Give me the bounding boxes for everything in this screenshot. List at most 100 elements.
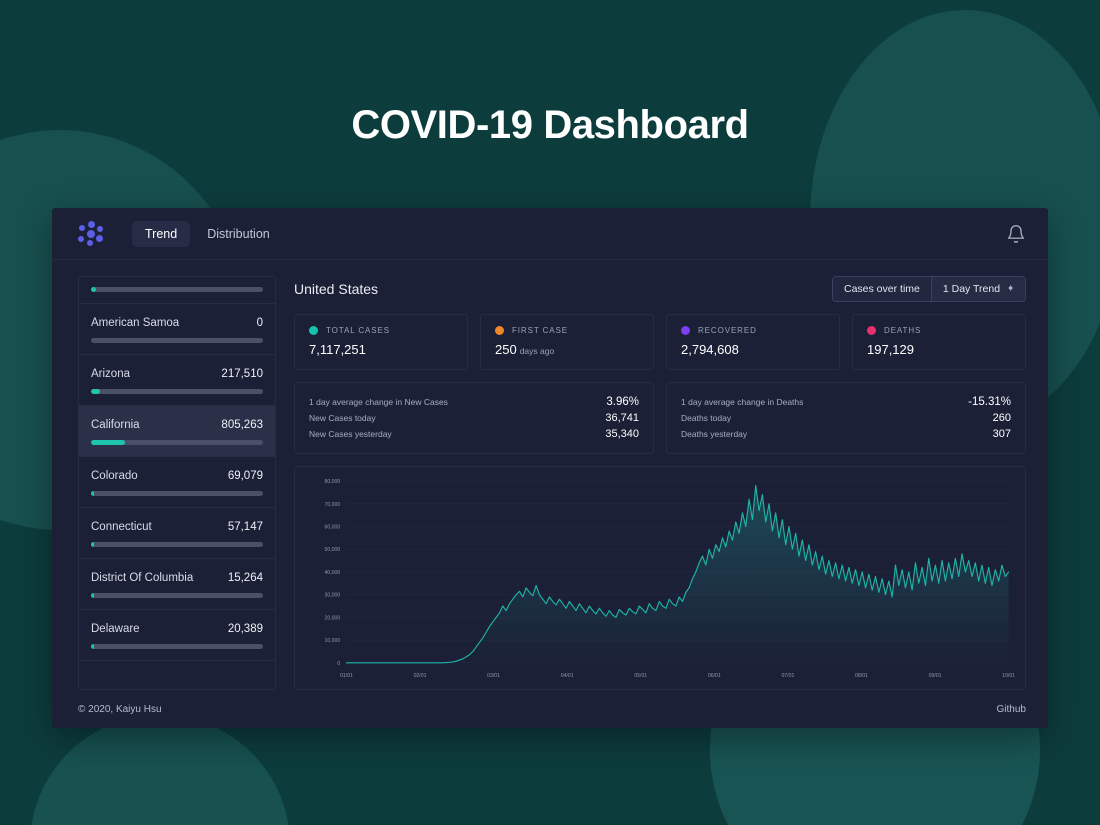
list-item[interactable]: Colorado 69,079 (79, 457, 275, 508)
github-link[interactable]: Github (996, 703, 1026, 715)
state-name: California (91, 419, 140, 431)
state-value: 217,510 (221, 368, 263, 380)
app-footer: © 2020, Kaiyu Hsu Github (52, 690, 1048, 728)
tab-bar: Trend Distribution (132, 220, 283, 247)
stat-value-suffix: days ago (519, 346, 555, 356)
state-bar-fill (91, 542, 95, 547)
list-item-selected[interactable]: California 805,263 (79, 406, 275, 457)
dashboard-window: Trend Distribution Arkansas 82,549 (52, 208, 1048, 728)
change-value: 260 (992, 412, 1011, 424)
state-list-scroll[interactable]: Arkansas 82,549 American Samoa 0 (79, 277, 275, 689)
svg-text:40,000: 40,000 (324, 570, 340, 576)
stat-card-first-case: FIRST CASE 250 days ago (480, 314, 654, 370)
main-header: United States Cases over time 1 Day Tren… (294, 276, 1026, 302)
chart-line (345, 485, 1010, 664)
cases-over-time-chart[interactable]: 0 10,000 20,000 30,000 40,000 50,000 60,000 70,… (294, 466, 1026, 690)
status-dot-first-case (495, 326, 504, 335)
svg-text:01/01: 01/01 (340, 673, 353, 679)
stat-label: FIRST CASE (512, 326, 568, 335)
stat-card-total-cases: TOTAL CASES 7,117,251 (294, 314, 468, 370)
svg-text:03/01: 03/01 (487, 673, 500, 679)
stat-value: 197,129 (867, 342, 914, 357)
list-item[interactable]: American Samoa 0 (79, 304, 275, 355)
change-row: Deaths yesterday 307 (681, 426, 1011, 442)
svg-text:08/01: 08/01 (855, 673, 868, 679)
change-key: New Cases yesterday (309, 429, 392, 439)
change-row: New Cases today 36,741 (309, 410, 639, 426)
svg-text:07/01: 07/01 (781, 673, 794, 679)
state-value: 805,263 (221, 419, 263, 431)
state-value: 20,389 (227, 623, 263, 635)
main-panel: United States Cases over time 1 Day Tren… (294, 276, 1026, 690)
stat-card-deaths: DEATHS 197,129 (852, 314, 1026, 370)
svg-text:60,000: 60,000 (324, 525, 340, 531)
change-key: 1 day average change in New Cases (309, 397, 448, 407)
state-bar-track (91, 287, 263, 292)
list-item[interactable]: Arkansas 82,549 (79, 277, 275, 304)
app-topbar: Trend Distribution (52, 208, 1048, 260)
state-name: Arizona (91, 368, 130, 380)
trend-select-value: 1 Day Trend (942, 283, 1001, 295)
change-card-deaths: 1 day average change in Deaths -15.31% D… (666, 382, 1026, 454)
page-title: COVID-19 Dashboard (351, 103, 749, 147)
bell-icon[interactable] (1006, 224, 1026, 244)
svg-text:80,000: 80,000 (324, 479, 340, 485)
stat-card-recovered: RECOVERED 2,794,608 (666, 314, 840, 370)
background-blob-bottom-left (30, 715, 290, 825)
state-list-sidebar[interactable]: Arkansas 82,549 American Samoa 0 (78, 276, 276, 690)
state-name: Colorado (91, 470, 138, 482)
state-bar-track (91, 542, 263, 547)
svg-text:10/01: 10/01 (1002, 673, 1015, 679)
change-panel-row: 1 day average change in New Cases 3.96% … (294, 382, 1026, 454)
state-bar-track (91, 440, 263, 445)
stat-card-row: TOTAL CASES 7,117,251 FIRST CASE 250 days… (294, 314, 1026, 370)
metric-label: Cases over time (833, 277, 931, 301)
state-value: 57,147 (227, 521, 263, 533)
svg-text:50,000: 50,000 (324, 547, 340, 553)
status-dot-deaths (867, 326, 876, 335)
change-row: Deaths today 260 (681, 410, 1011, 426)
metric-control: Cases over time 1 Day Trend ▲ ▼ (832, 276, 1026, 302)
stat-value-number: 250 (495, 342, 517, 357)
change-key: New Cases today (309, 413, 376, 423)
chart-y-axis-labels: 0 10,000 20,000 30,000 40,000 50,000 60,000 70,… (324, 479, 340, 667)
trend-select[interactable]: 1 Day Trend ▲ ▼ (930, 277, 1025, 301)
list-item[interactable]: District Of Columbia 15,264 (79, 559, 275, 610)
copyright-text: © 2020, Kaiyu Hsu (78, 703, 162, 715)
stat-value: 250 days ago (495, 342, 639, 357)
status-dot-total-cases (309, 326, 318, 335)
state-name: Delaware (91, 623, 140, 635)
state-bar-track (91, 644, 263, 649)
list-item[interactable]: Delaware 20,389 (79, 610, 275, 661)
change-key: 1 day average change in Deaths (681, 397, 804, 407)
state-name: District Of Columbia (91, 572, 194, 584)
state-value: 15,264 (227, 572, 263, 584)
stat-label: DEATHS (884, 326, 922, 335)
tab-distribution[interactable]: Distribution (207, 226, 270, 241)
svg-text:10,000: 10,000 (324, 638, 340, 644)
state-value: 69,079 (227, 470, 263, 482)
state-name: Connecticut (91, 521, 152, 533)
state-bar-track (91, 338, 263, 343)
state-bar-fill (91, 644, 94, 649)
svg-text:06/01: 06/01 (708, 673, 721, 679)
dots-cluster-logo (78, 220, 104, 247)
change-value: 307 (992, 428, 1011, 440)
region-title: United States (294, 281, 379, 297)
tab-trend[interactable]: Trend (132, 220, 191, 247)
stat-value: 7,117,251 (309, 342, 366, 357)
change-value: 36,741 (605, 412, 639, 424)
chart-svg: 0 10,000 20,000 30,000 40,000 50,000 60,000 70,… (324, 479, 1015, 679)
svg-text:09/01: 09/01 (929, 673, 942, 679)
list-item[interactable]: Connecticut 57,147 (79, 508, 275, 559)
svg-text:30,000: 30,000 (324, 593, 340, 599)
chart-area-fill (346, 485, 1009, 663)
change-key: Deaths today (681, 413, 732, 423)
list-item[interactable]: Arizona 217,510 (79, 355, 275, 406)
svg-text:20,000: 20,000 (324, 615, 340, 621)
change-card-new-cases: 1 day average change in New Cases 3.96% … (294, 382, 654, 454)
state-bar-track (91, 389, 263, 394)
chart-x-axis-labels: 01/01 02/01 03/01 04/01 05/01 06/01 07/01 08/01… (340, 673, 1015, 679)
change-value: -15.31% (968, 396, 1011, 408)
svg-text:70,000: 70,000 (324, 502, 340, 508)
